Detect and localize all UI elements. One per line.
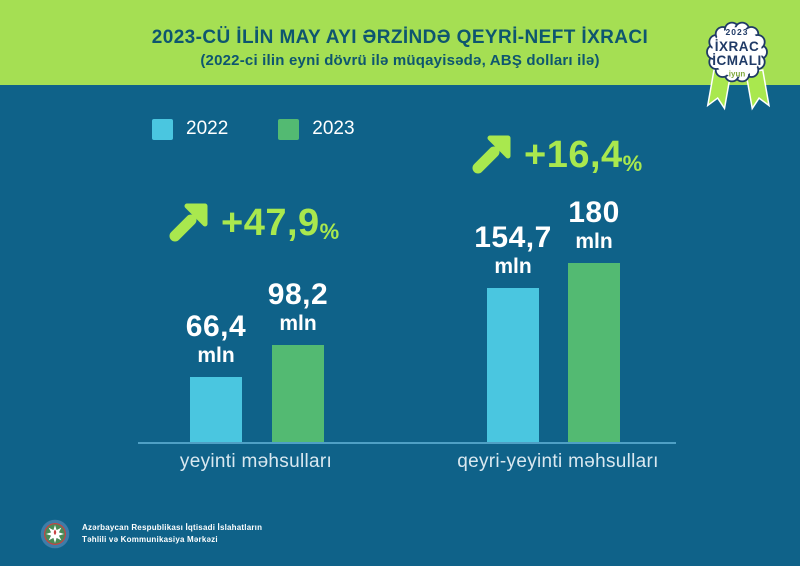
badge-scallop-seal-icon	[706, 21, 768, 83]
bar-food-2022	[190, 377, 242, 443]
org-name-line1: Azərbaycan Respublikası İqtisadi İslahat…	[82, 523, 263, 532]
bar-value-number: 98,2	[267, 278, 329, 311]
org-name: Azərbaycan Respublikası İqtisadi İslahat…	[82, 522, 262, 546]
legend-swatch-2023-icon	[278, 118, 300, 140]
badge-title-line1: İXRAC	[715, 39, 760, 54]
bar-value-unit: mln	[279, 312, 317, 335]
page-subtitle: (2022-ci ilin eyni dövrü ilə müqayisədə,…	[200, 52, 600, 69]
azerbaijan-emblem-icon	[40, 519, 70, 549]
org-name-line2: Təhlili və Kommunikasiya Mərkəzi	[82, 535, 218, 544]
growth-value-food: +47,9	[221, 202, 320, 244]
bar-value-number: 154,7	[474, 221, 552, 254]
header: 2023-CÜ İLİN MAY AYI ƏRZİNDƏ QEYRİ-NEFT …	[0, 26, 800, 71]
title-band	[0, 0, 800, 85]
category-label-food: yeyinti məhsulları	[179, 451, 333, 472]
growth-percent-sign-nonfood: %	[622, 151, 643, 176]
x-axis-baseline	[138, 442, 676, 444]
bar-value-number: 66,4	[185, 310, 247, 343]
growth-indicator-food: +47,9 %	[165, 200, 339, 255]
legend-swatch-2022-icon	[152, 118, 173, 140]
ixrac-icmali-badge: 2023 İXRAC İCMALI iyun	[706, 21, 771, 111]
growth-indicator-nonfood: +16,4 %	[468, 132, 642, 187]
bar-nonfood-2023	[568, 263, 620, 443]
badge-year: 2023	[726, 27, 749, 37]
badge-title-line2: İCMALI	[712, 53, 762, 68]
bar-value-label-nonfood-2022: 154,7 mln	[474, 222, 552, 280]
footer: Azərbaycan Respublikası İqtisadi İslahat…	[40, 519, 262, 549]
bar-value-unit: mln	[494, 255, 532, 278]
growth-value-nonfood: +16,4	[524, 134, 623, 176]
badge-month: iyun	[729, 70, 746, 79]
bar-value-number: 180	[568, 196, 620, 229]
bar-value-label-food-2023: 98,2 mln	[268, 279, 328, 337]
up-right-arrow-icon	[169, 203, 208, 242]
bar-value-unit: mln	[575, 230, 613, 253]
badge-ribbons-icon	[706, 69, 771, 111]
legend-label-2023: 2023	[312, 118, 355, 139]
up-right-arrow-icon	[472, 135, 511, 174]
legend-label-2022: 2022	[186, 118, 229, 139]
bar-food-2023	[272, 345, 324, 443]
growth-percent-sign-food: %	[319, 219, 340, 244]
bar-value-label-nonfood-2023: 180 mln	[568, 197, 620, 255]
chart-legend: 2022 2023	[152, 118, 355, 140]
page-title: 2023-CÜ İLİN MAY AYI ƏRZİNDƏ QEYRİ-NEFT …	[151, 27, 649, 48]
bar-nonfood-2022	[487, 288, 539, 443]
bar-value-label-food-2022: 66,4 mln	[186, 311, 246, 369]
bar-value-unit: mln	[197, 344, 235, 367]
category-label-nonfood: qeyri-yeyinti məhsulları	[457, 451, 659, 472]
